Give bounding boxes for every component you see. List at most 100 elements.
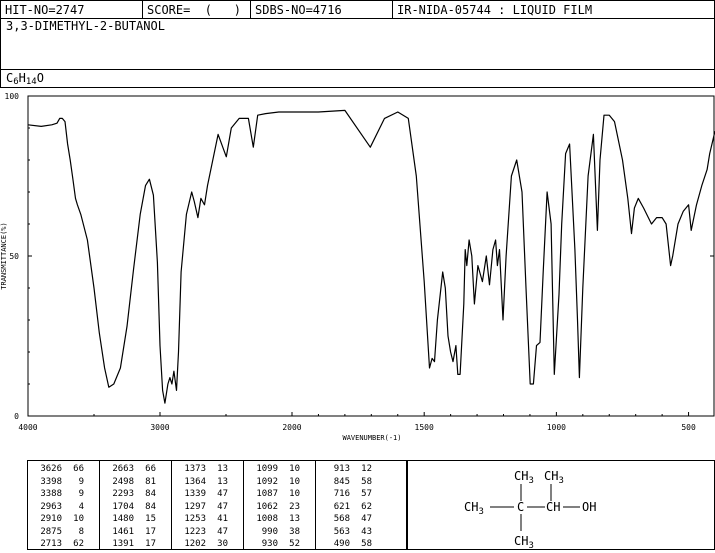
peak-wavenumber: 1480 <box>112 514 134 524</box>
peak-wavenumber: 2663 <box>112 464 134 474</box>
peak-transmittance: 13 <box>217 464 228 474</box>
methyl-top-right: CH3 <box>544 469 564 486</box>
chemical-structure: CH3 CH3 CH3 C CH OH CH3 <box>407 460 715 551</box>
peak-transmittance: 84 <box>145 501 156 512</box>
peak-wavenumber: 1092 <box>256 476 278 487</box>
peak-row: 1480 15 <box>100 513 171 526</box>
peak-row: 1461 17 <box>100 526 171 539</box>
peak-row: 2498 81 <box>100 476 171 489</box>
hit-number: HIT-NO=2747 <box>1 1 143 19</box>
peak-row: 1008 13 <box>244 513 315 526</box>
peak-row: 2663 66 <box>100 463 171 476</box>
x-tick-label: 500 <box>681 423 696 432</box>
peak-transmittance: 23 <box>289 501 300 512</box>
peak-transmittance: 4 <box>78 501 84 512</box>
peak-wavenumber: 1223 <box>184 526 206 537</box>
peak-column: 1373 13 1364 13 1339 47 1297 47 1253 41 1223 47 1202… <box>172 461 244 549</box>
peak-row: 1087 10 <box>244 488 315 501</box>
peak-transmittance: 17 <box>145 526 156 537</box>
sdbs-number: SDBS-NO=4716 <box>251 1 393 19</box>
peak-row: 930 52 <box>244 538 315 551</box>
peak-transmittance: 47 <box>217 489 228 499</box>
peak-wavenumber: 568 <box>333 514 350 524</box>
peak-wavenumber: 1253 <box>184 514 206 524</box>
molecular-formula: C6H14O <box>6 71 44 87</box>
peak-transmittance: 81 <box>145 476 156 487</box>
peak-row: 1339 47 <box>172 488 243 501</box>
peak-wavenumber: 1391 <box>112 539 134 549</box>
peak-transmittance: 10 <box>289 476 300 487</box>
plot-frame <box>27 95 715 417</box>
x-axis-label: WAVENUMBER(-1) <box>342 434 401 442</box>
ir-spectrum-chart: 0 50 100 4000 3000 2000 1500 1000 500 WAVENUMBER(… <box>0 92 715 442</box>
peak-wavenumber: 1461 <box>112 526 134 537</box>
peak-wavenumber: 3626 <box>40 464 62 474</box>
peak-column: 913 12 845 58 716 57 621 62 568 47 563 43 490 58 <box>316 461 406 549</box>
peak-row: 3626 66 <box>28 463 99 476</box>
peak-table: 3626 66 3398 9 3388 9 2963 4 2910 10 2875 8 2713 62 26… <box>27 460 407 550</box>
peak-transmittance: 10 <box>289 464 300 474</box>
peak-wavenumber: 1364 <box>184 476 206 487</box>
peak-row: 621 62 <box>316 501 406 514</box>
header-bar: HIT-NO=2747 SCORE= ( ) SDBS-NO=4716 IR-N… <box>0 0 715 19</box>
peak-transmittance: 15 <box>145 514 156 524</box>
peak-transmittance: 13 <box>289 514 300 524</box>
methyl-top-left: CH3 <box>514 469 534 486</box>
peak-transmittance: 9 <box>78 476 84 487</box>
peak-transmittance: 30 <box>217 539 228 549</box>
peak-row: 563 43 <box>316 526 406 539</box>
peak-transmittance: 62 <box>361 501 372 512</box>
peak-transmittance: 62 <box>73 539 84 549</box>
peak-row: 1062 23 <box>244 501 315 514</box>
peak-transmittance: 47 <box>361 514 372 524</box>
peak-wavenumber: 2293 <box>112 489 134 499</box>
peak-row: 3388 9 <box>28 488 99 501</box>
peak-row: 1253 41 <box>172 513 243 526</box>
peak-wavenumber: 1087 <box>256 489 278 499</box>
peak-wavenumber: 716 <box>333 489 350 499</box>
peak-wavenumber: 2713 <box>40 539 62 549</box>
peak-wavenumber: 1704 <box>112 501 134 512</box>
peak-transmittance: 43 <box>361 526 372 537</box>
structure-diagram: CH3 CH3 CH3 C CH OH CH3 <box>464 469 596 551</box>
peak-wavenumber: 563 <box>333 526 350 537</box>
peak-wavenumber: 2963 <box>40 501 62 512</box>
peak-row: 1202 30 <box>172 538 243 551</box>
peak-transmittance: 57 <box>361 489 372 499</box>
peak-transmittance: 84 <box>145 489 156 499</box>
hydroxyl: OH <box>582 500 596 514</box>
x-tick-label: 4000 <box>18 423 37 432</box>
peak-row: 2875 8 <box>28 526 99 539</box>
peak-transmittance: 58 <box>361 539 372 549</box>
methyl-bottom: CH3 <box>514 534 534 549</box>
peak-wavenumber: 913 <box>333 464 350 474</box>
score: SCORE= ( ) <box>143 1 251 19</box>
peak-column: 3626 66 3398 9 3388 9 2963 4 2910 10 2875 8 2713 62 <box>28 461 100 549</box>
peak-wavenumber: 2910 <box>40 514 62 524</box>
spectrum-line <box>27 109 715 404</box>
peak-row: 1223 47 <box>172 526 243 539</box>
peak-transmittance: 41 <box>217 514 228 524</box>
peak-transmittance: 8 <box>78 526 84 537</box>
peak-wavenumber: 2498 <box>112 476 134 487</box>
peak-row: 845 58 <box>316 476 406 489</box>
peak-wavenumber: 930 <box>261 539 278 549</box>
peak-row: 490 58 <box>316 538 406 551</box>
peak-wavenumber: 490 <box>333 539 350 549</box>
peak-wavenumber: 845 <box>333 476 350 487</box>
peak-transmittance: 10 <box>73 514 84 524</box>
peak-transmittance: 38 <box>289 526 300 537</box>
peak-wavenumber: 1339 <box>184 489 206 499</box>
peak-column: 1099 10 1092 10 1087 10 1062 23 1008 13 990 38 930 52 <box>244 461 316 549</box>
formula-divider <box>0 69 715 70</box>
peak-wavenumber: 3398 <box>40 476 62 487</box>
peak-row: 1297 47 <box>172 501 243 514</box>
peak-transmittance: 47 <box>217 501 228 512</box>
peak-transmittance: 17 <box>145 539 156 549</box>
peak-row: 1364 13 <box>172 476 243 489</box>
y-tick-label: 0 <box>14 412 19 421</box>
peak-transmittance: 12 <box>361 464 372 474</box>
peak-row: 1099 10 <box>244 463 315 476</box>
peak-transmittance: 66 <box>73 464 84 474</box>
peak-wavenumber: 2875 <box>40 526 62 537</box>
